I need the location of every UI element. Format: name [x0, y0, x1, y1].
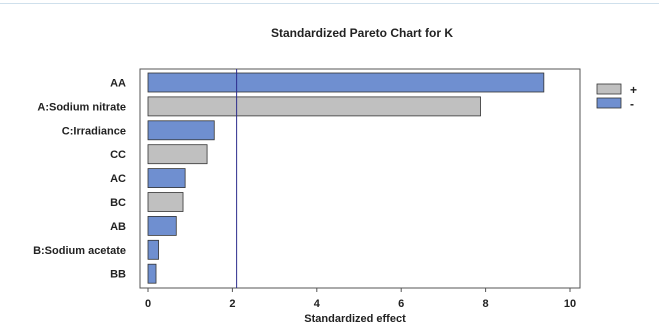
legend-label: -: [630, 97, 634, 111]
x-tick-label: 2: [229, 298, 235, 310]
category-label: A:Sodium nitrate: [37, 101, 126, 113]
category-label: AC: [110, 173, 126, 185]
bar: [148, 240, 159, 259]
category-label: CC: [110, 149, 126, 161]
legend-swatch: [597, 84, 621, 94]
bar: [148, 145, 207, 164]
bar: [148, 73, 544, 92]
bar: [148, 216, 176, 235]
legend: +-: [597, 83, 637, 111]
x-axis-label: Standardized effect: [304, 313, 406, 325]
bar: [148, 169, 185, 188]
x-tick-label: 4: [314, 298, 321, 310]
category-label: BB: [110, 269, 126, 281]
category-label: C:Irradiance: [62, 125, 126, 137]
chart-title: Standardized Pareto Chart for K: [271, 26, 453, 40]
category-label: AA: [110, 78, 126, 90]
legend-label: +: [630, 83, 637, 97]
category-label: B:Sodium acetate: [33, 245, 126, 257]
bar: [148, 121, 214, 140]
bar: [148, 193, 183, 212]
x-tick-label: 0: [145, 298, 151, 310]
x-tick-label: 6: [398, 298, 404, 310]
bar: [148, 264, 156, 283]
category-label: BC: [110, 197, 126, 209]
bar: [148, 97, 481, 116]
category-label: AB: [110, 221, 126, 233]
legend-swatch: [597, 98, 621, 108]
x-tick-label: 8: [483, 298, 489, 310]
x-tick-label: 10: [564, 298, 576, 310]
